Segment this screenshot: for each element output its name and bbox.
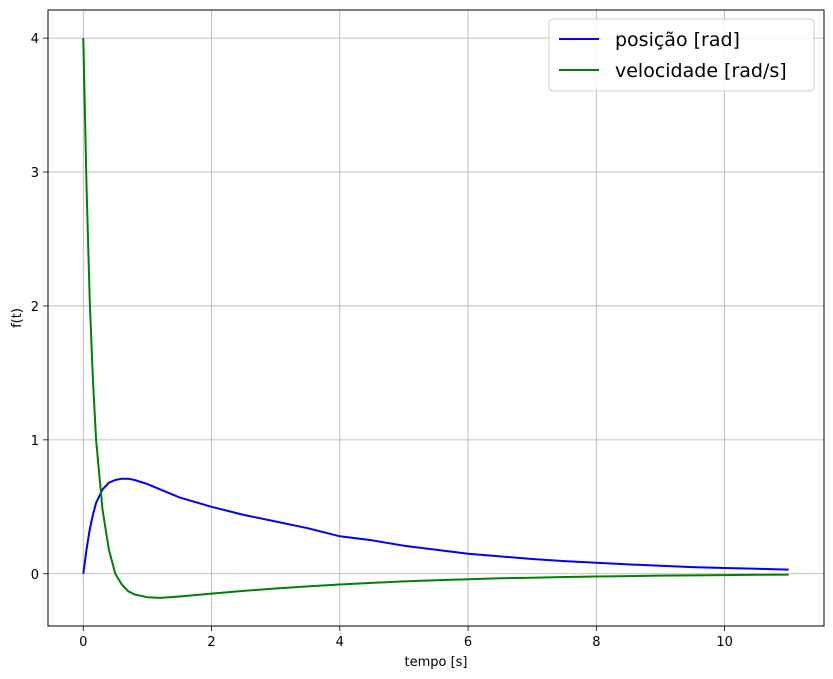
y-tick-label: 3 <box>31 166 39 181</box>
axis-ticks: 0 2 4 6 8 10 0 1 2 3 4 <box>31 32 733 650</box>
series-layer <box>82 38 789 599</box>
plot-frame <box>47 9 825 627</box>
x-tick-label: 10 <box>716 635 733 650</box>
plot-area <box>48 10 824 626</box>
y-tick-label: 4 <box>31 32 39 47</box>
y-axis-label: f(t) <box>10 308 25 328</box>
x-axis-label: tempo [s] <box>404 655 467 670</box>
legend-label-1: velocidade [rad/s] <box>615 60 787 82</box>
y-tick-label: 2 <box>31 300 39 315</box>
legend: posição [rad] velocidade [rad/s] <box>548 18 815 92</box>
x-tick-label: 6 <box>464 635 472 650</box>
y-tick-label: 1 <box>31 434 39 449</box>
x-tick-label: 8 <box>592 635 600 650</box>
legend-label-0: posição [rad] <box>615 29 740 51</box>
x-tick-label: 2 <box>207 635 215 650</box>
y-tick-label: 0 <box>31 568 39 583</box>
legend-box <box>548 18 815 92</box>
x-tick-label: 0 <box>79 635 87 650</box>
series-line-1 <box>82 38 789 599</box>
series-line-0 <box>82 477 789 574</box>
x-tick-label: 4 <box>336 635 344 650</box>
